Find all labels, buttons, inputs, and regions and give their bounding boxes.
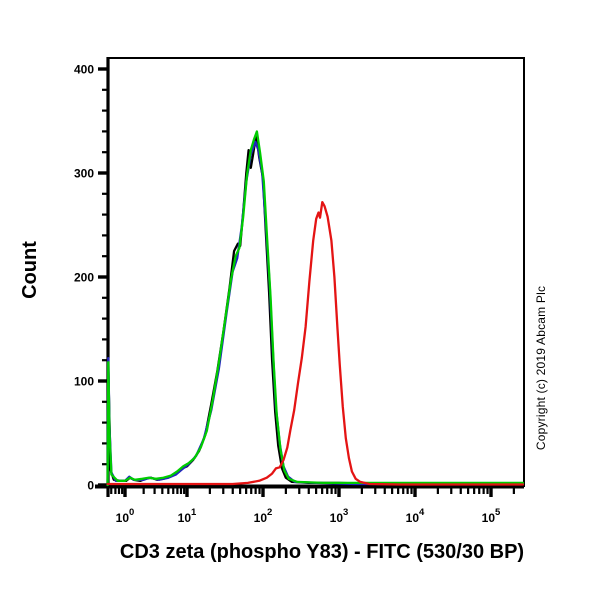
histogram-curves xyxy=(106,130,525,487)
x-tick-label: 105 xyxy=(482,507,501,525)
y-axis-ticks: 0 100 200 300 400 xyxy=(74,63,108,493)
green-curve xyxy=(106,130,525,487)
y-tick-label: 300 xyxy=(74,167,94,181)
y-tick-label: 100 xyxy=(74,375,94,389)
x-tick-label: 100 xyxy=(116,507,135,525)
y-tick-label: 400 xyxy=(74,63,94,77)
y-axis-title: Count xyxy=(19,241,41,299)
y-tick-label: 200 xyxy=(74,271,94,285)
x-tick-label: 103 xyxy=(330,507,349,525)
x-tick-label: 104 xyxy=(406,507,425,525)
red-curve xyxy=(106,200,525,486)
x-axis-ticks: 100 101 102 103 104 105 xyxy=(110,488,515,525)
x-tick-label: 101 xyxy=(178,507,197,525)
copyright-notice: Copyright (c) 2019 Abcam Plc xyxy=(534,286,548,450)
x-tick-label: 102 xyxy=(254,507,273,525)
x-axis-title: CD3 zeta (phospho Y83) - FITC (530/30 BP… xyxy=(120,541,524,563)
y-tick-label: 0 xyxy=(87,479,94,493)
plot-border xyxy=(107,57,525,487)
